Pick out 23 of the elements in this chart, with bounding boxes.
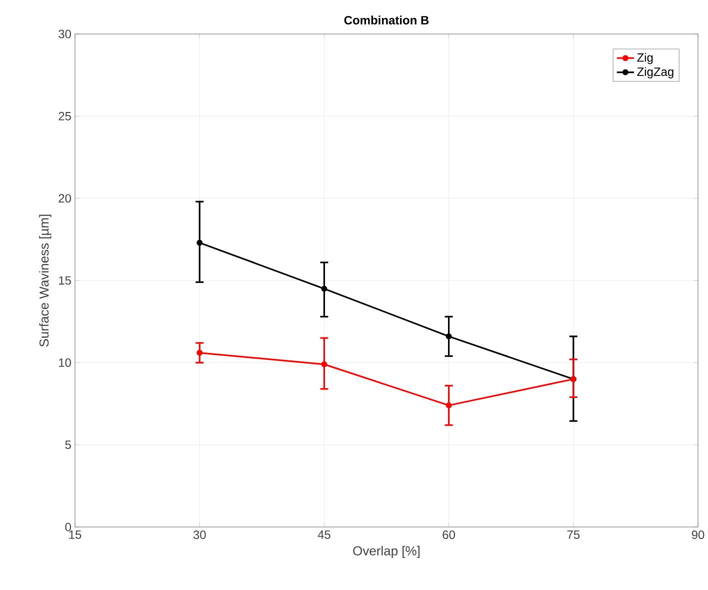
y-tick-label: 25: [58, 112, 71, 120]
x-tick-label: 90: [692, 530, 704, 540]
y-tick-label: 15: [59, 276, 71, 285]
y-tick-label: 10: [59, 358, 72, 367]
legend-label: ZigZag: [637, 67, 674, 78]
x-axis-title: Overlap [%]: [353, 546, 420, 558]
x-tick-label: 60: [442, 530, 456, 540]
y-axis-title: Surface Waviness [µm]: [39, 214, 52, 347]
y-tick-label: 30: [58, 30, 72, 38]
legend-label: Zig: [637, 52, 653, 64]
point: [196, 240, 203, 246]
point: [321, 361, 328, 368]
y-tick-label: 20: [58, 194, 72, 203]
y-tick-label: 0: [65, 522, 72, 532]
x-tick-label: 30: [193, 530, 206, 540]
point: [196, 350, 203, 356]
point: [321, 286, 328, 292]
x-tick-label: 75: [567, 530, 580, 539]
y-tick-label: 5: [65, 440, 71, 450]
point: [446, 333, 452, 340]
chart-title: Combination B: [344, 16, 429, 24]
x-tick-label: 45: [318, 530, 330, 539]
point: [446, 402, 452, 408]
